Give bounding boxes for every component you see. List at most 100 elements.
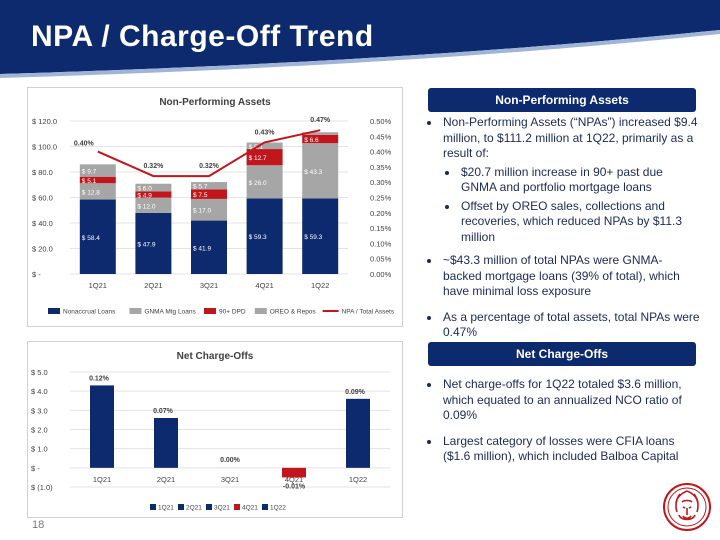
nco-ratio-label: -0.01% xyxy=(283,483,306,490)
npa-bar-label: $ 59.3 xyxy=(304,234,322,241)
legend-label: Nonaccrual Loans xyxy=(63,309,116,316)
x-tick-label: 4Q21 xyxy=(255,281,273,290)
npa-bar-label: $ 5.1 xyxy=(82,178,97,185)
legend-label: 2Q21 xyxy=(186,505,202,512)
y2-tick-label: 0.35% xyxy=(370,163,392,172)
npa-bullets: Non-Performing Assets (“NPAs”) increased… xyxy=(425,115,700,349)
npa-bar-label: $ 59.3 xyxy=(249,234,267,241)
npa-sub-bullet-2: Offset by OREO sales, collections and re… xyxy=(459,199,700,246)
y-tick-label: $ 5.0 xyxy=(31,368,48,377)
nco-panel-header: Net Charge-Offs xyxy=(428,342,696,366)
npa-bar-gnma-mtg-loans xyxy=(79,183,116,200)
npa-bar-gnma-mtg-loans xyxy=(135,197,172,213)
y-tick-label: $ 120.0 xyxy=(32,117,57,126)
npa-bar-90-dpd xyxy=(79,176,116,184)
npa-bar-label: $ 6.6 xyxy=(304,137,319,144)
y-tick-label: $ 100.0 xyxy=(32,143,57,152)
legend-swatch xyxy=(129,308,142,314)
legend-swatch xyxy=(150,504,156,510)
legend-swatch xyxy=(48,308,60,314)
npa-bar-gnma-mtg-loans xyxy=(191,198,227,221)
npa-ratio-line xyxy=(97,129,321,178)
y-tick-label: $ 1.0 xyxy=(31,445,48,454)
legend-swatch xyxy=(178,504,184,510)
y2-tick-label: 0.40% xyxy=(370,148,392,157)
legend-swatch xyxy=(206,504,212,510)
y2-tick-label: 0.45% xyxy=(370,132,392,141)
npa-ratio-label: 0.32% xyxy=(143,163,164,170)
legend-swatch xyxy=(204,308,216,314)
legend-label: 1Q21 xyxy=(158,505,174,512)
npa-ratio-label: 0.43% xyxy=(255,129,276,136)
y2-tick-label: 0.20% xyxy=(370,209,392,218)
y-tick-label: $ 2.0 xyxy=(31,426,48,435)
nco-bullet-2: Largest category of losses were CFIA loa… xyxy=(441,434,700,465)
y-tick-label: $ - xyxy=(31,464,40,473)
npa-bullet-2: ~$43.3 million of total NPAs were GNMA-b… xyxy=(441,253,700,300)
npa-sub-bullet-1: $20.7 million increase in 90+ past due G… xyxy=(459,165,700,196)
x-tick-label: 1Q21 xyxy=(89,281,107,290)
nco-bar xyxy=(282,467,306,478)
npa-bar-label: $ 4.9 xyxy=(137,193,152,200)
y-tick-label: $ (1.0) xyxy=(31,483,53,492)
nco-chart-title: Net Charge-Offs xyxy=(177,351,254,362)
npa-panel-header: Non-Performing Assets xyxy=(428,88,696,112)
npa-bar-90-dpd xyxy=(135,191,172,198)
npa-ratio-label: 0.40% xyxy=(74,141,95,148)
y2-tick-label: 0.10% xyxy=(370,239,392,248)
npa-bar-gnma-mtg-loans xyxy=(302,143,339,199)
nco-ratio-label: 0.09% xyxy=(345,389,366,396)
npa-bar-90-dpd xyxy=(302,134,339,144)
legend-label: OREO & Repos xyxy=(270,309,317,316)
npa-bar-label: $ 5.7 xyxy=(193,184,208,191)
nco-bar xyxy=(154,418,178,468)
x-tick-label: 3Q21 xyxy=(200,281,218,290)
npa-bar-label: $ 12.7 xyxy=(249,155,267,162)
x-tick-label: 2Q21 xyxy=(157,475,175,484)
legend-label: 1Q22 xyxy=(270,505,286,512)
y-tick-label: $ 60.0 xyxy=(32,194,53,203)
y-tick-label: $ 20.0 xyxy=(32,245,53,254)
npa-chart-svg: Non-Performing Assets $ - $ 20.0 $ 40.0 $ 60… xyxy=(32,97,395,316)
page-number: 18 xyxy=(32,519,45,531)
y2-tick-label: 0.25% xyxy=(370,194,392,203)
nco-ratio-label: 0.12% xyxy=(89,375,110,382)
npa-bar-label: $ 6.0 xyxy=(137,186,152,193)
page-title: NPA / Charge-Off Trend xyxy=(31,20,374,53)
y-tick-label: $ 4.0 xyxy=(31,387,48,396)
y2-tick-label: 0.00% xyxy=(370,270,392,279)
y-tick-label: $ 40.0 xyxy=(32,219,53,228)
npa-bar-oreo-repos xyxy=(79,164,116,177)
x-tick-label: 4Q21 xyxy=(285,475,303,484)
legend-swatch xyxy=(234,504,240,510)
npa-bar-label: $ 17.0 xyxy=(193,208,211,215)
npa-bar-nonaccrual-loans xyxy=(191,220,227,274)
legend-label: GNMA Mtg Loans xyxy=(144,309,196,316)
y2-tick-label: 0.50% xyxy=(370,117,392,126)
x-tick-label: 1Q22 xyxy=(311,281,329,290)
legend-swatch xyxy=(262,504,268,510)
x-tick-label: 1Q21 xyxy=(93,475,111,484)
npa-bar-label: $ 43.3 xyxy=(304,169,322,176)
npa-bar-label: $ 12.8 xyxy=(82,189,100,196)
nco-chart: Net Charge-Offs $ (1.0) $ - $ 1.0 $ 2.0 $ 3.0… xyxy=(27,341,403,518)
x-tick-label: 2Q21 xyxy=(144,281,162,290)
legend-swatch xyxy=(254,308,267,314)
npa-bar-nonaccrual-loans xyxy=(79,199,116,274)
title-bar: NPA / Charge-Off Trend xyxy=(0,0,720,78)
legend-label: 3Q21 xyxy=(214,505,230,512)
npa-bar-oreo-repos xyxy=(302,132,339,135)
npa-bar-nonaccrual-loans xyxy=(246,198,283,274)
npa-chart-title: Non-Performing Assets xyxy=(159,97,271,108)
nco-ratio-label: 0.07% xyxy=(153,408,174,415)
y-tick-label: $ 80.0 xyxy=(32,168,53,177)
y2-tick-label: 0.30% xyxy=(370,178,392,187)
npa-bullet-3: As a percentage of total assets, total N… xyxy=(441,310,700,341)
y2-tick-label: 0.05% xyxy=(370,255,392,264)
npa-bar-oreo-repos xyxy=(246,142,283,150)
y-tick-label: $ - xyxy=(32,270,41,279)
lion-logo-icon xyxy=(662,482,712,537)
npa-bullet-1-text: Non-Performing Assets (“NPAs”) increased… xyxy=(443,115,698,160)
npa-chart: Non-Performing Assets $ - $ 20.0 $ 40.0 $ 60… xyxy=(27,87,403,327)
x-tick-label: 1Q22 xyxy=(349,475,367,484)
